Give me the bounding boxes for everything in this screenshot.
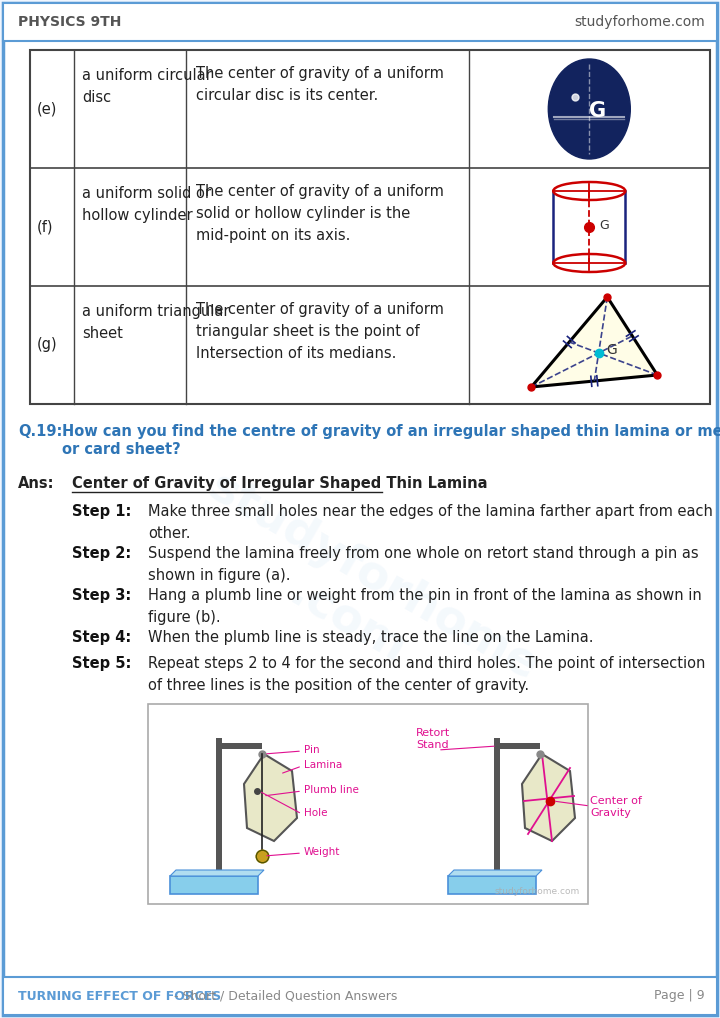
Text: a uniform circular
disc: a uniform circular disc <box>82 68 212 105</box>
Text: G: G <box>599 219 609 231</box>
Text: Suspend the lamina freely from one whole on retort stand through a pin as
shown : Suspend the lamina freely from one whole… <box>148 546 698 582</box>
Polygon shape <box>170 870 264 876</box>
Ellipse shape <box>549 59 630 159</box>
Text: (f): (f) <box>37 220 53 234</box>
Text: Ans:: Ans: <box>18 476 55 491</box>
Bar <box>216 738 222 876</box>
Text: How can you find the centre of gravity of an irregular shaped thin lamina or met: How can you find the centre of gravity o… <box>62 425 720 439</box>
Polygon shape <box>244 754 297 841</box>
Text: (g): (g) <box>37 338 58 352</box>
Text: Center of
Gravity: Center of Gravity <box>590 796 642 818</box>
Bar <box>148 704 588 904</box>
Text: Make three small holes near the edges of the lamina farther apart from each
othe: Make three small holes near the edges of… <box>148 504 713 541</box>
Polygon shape <box>448 870 542 876</box>
Text: The center of gravity of a uniform
triangular sheet is the point of
Intersection: The center of gravity of a uniform trian… <box>197 302 444 361</box>
Text: Q.19:: Q.19: <box>18 425 63 439</box>
Text: a uniform solid or
hollow cylinder: a uniform solid or hollow cylinder <box>82 186 211 223</box>
Text: Repeat steps 2 to 4 for the second and third holes. The point of intersection
of: Repeat steps 2 to 4 for the second and t… <box>148 656 706 692</box>
Text: G: G <box>607 343 617 357</box>
Text: Page | 9: Page | 9 <box>654 989 705 1003</box>
Polygon shape <box>531 297 657 387</box>
Text: PHYSICS 9TH: PHYSICS 9TH <box>18 15 122 29</box>
Bar <box>553 191 625 263</box>
Text: Lamina: Lamina <box>304 760 342 770</box>
Text: studyforhome
.com: studyforhome .com <box>174 465 546 735</box>
Text: G: G <box>589 101 606 121</box>
Text: Step 5:: Step 5: <box>72 656 131 671</box>
Ellipse shape <box>553 254 625 272</box>
Text: The center of gravity of a uniform
circular disc is its center.: The center of gravity of a uniform circu… <box>197 66 444 103</box>
Polygon shape <box>522 754 575 841</box>
Text: or card sheet?: or card sheet? <box>62 442 181 457</box>
Text: Pin: Pin <box>304 745 320 755</box>
Bar <box>3 3 717 41</box>
Text: TURNING EFFECT OF FORCES: TURNING EFFECT OF FORCES <box>18 989 221 1003</box>
Text: - Short / Detailed Question Answers: - Short / Detailed Question Answers <box>170 989 397 1003</box>
Text: studyforhome.com: studyforhome.com <box>575 15 705 29</box>
Ellipse shape <box>553 182 625 200</box>
Bar <box>30 50 710 404</box>
Text: Hang a plumb line or weight from the pin in front of the lamina as shown in
figu: Hang a plumb line or weight from the pin… <box>148 588 702 625</box>
Text: Step 2:: Step 2: <box>72 546 131 561</box>
Text: (e): (e) <box>37 102 58 116</box>
Text: studyforhome.com: studyforhome.com <box>495 887 580 896</box>
Text: The center of gravity of a uniform
solid or hollow cylinder is the
mid-point on : The center of gravity of a uniform solid… <box>197 184 444 243</box>
Bar <box>170 876 258 894</box>
Text: Step 4:: Step 4: <box>72 630 131 645</box>
Bar <box>216 743 262 749</box>
Bar <box>494 738 500 876</box>
Text: Center of Gravity of Irregular Shaped Thin Lamina: Center of Gravity of Irregular Shaped Th… <box>72 476 487 491</box>
Bar <box>448 876 536 894</box>
Text: Weight: Weight <box>304 847 341 857</box>
Text: Retort
Stand: Retort Stand <box>416 728 450 750</box>
Bar <box>494 743 540 749</box>
Text: Hole: Hole <box>304 808 328 818</box>
Text: Step 3:: Step 3: <box>72 588 131 603</box>
Bar <box>3 977 717 1015</box>
Text: Step 1:: Step 1: <box>72 504 131 519</box>
Text: a uniform triangular
sheet: a uniform triangular sheet <box>82 304 230 341</box>
Text: When the plumb line is steady, trace the line on the Lamina.: When the plumb line is steady, trace the… <box>148 630 593 645</box>
Text: Plumb line: Plumb line <box>304 785 359 795</box>
